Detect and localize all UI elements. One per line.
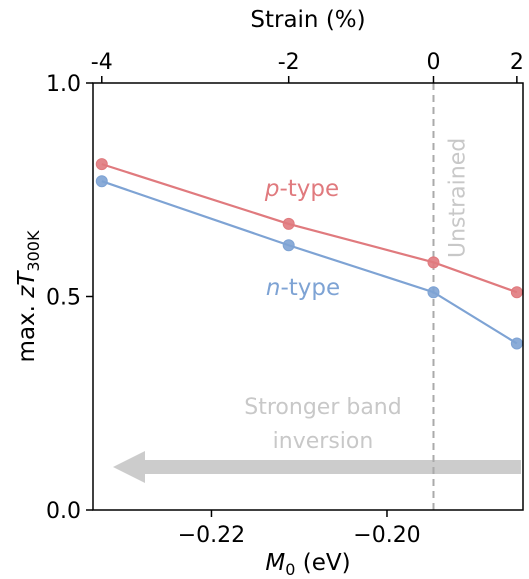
top-x-tick-label: 2 xyxy=(510,50,524,75)
label-background xyxy=(241,395,405,420)
point-p-type-2 xyxy=(427,256,440,269)
y-tick-label: 0.0 xyxy=(46,499,81,524)
series-line-n-type xyxy=(101,180,518,345)
point-p-type-3 xyxy=(510,286,523,299)
point-n-type-0 xyxy=(95,175,108,188)
inversion-arrow-head xyxy=(113,451,145,483)
series-label-p-type: p-type xyxy=(264,176,339,202)
top-x-tick-label: 0 xyxy=(426,50,440,75)
x-axis-title: M0 (eV) xyxy=(265,550,350,579)
top-axis-title: Strain (%) xyxy=(250,7,365,33)
x-tick-label: −0.22 xyxy=(178,523,245,548)
inversion-arrow-shaft xyxy=(140,460,521,474)
top-x-tick-label: -2 xyxy=(278,50,300,75)
point-p-type-1 xyxy=(282,217,295,230)
point-p-type-0 xyxy=(95,158,108,171)
label-background xyxy=(269,429,377,454)
labels-layer: −0.22 −0.20 0.0 0.5 1.0 -4 -2 0 2 Strain (%) M0 (e… xyxy=(14,7,524,579)
y-tick-label: 1.0 xyxy=(46,72,81,97)
x-tick-label: −0.20 xyxy=(353,523,420,548)
point-n-type-3 xyxy=(510,337,523,350)
arrow-label-line2: inversion xyxy=(273,429,374,454)
y-tick-label: 0.5 xyxy=(46,286,81,311)
point-n-type-1 xyxy=(282,239,295,252)
arrow-label-line1: Stronger band xyxy=(244,395,401,420)
point-n-type-2 xyxy=(427,286,440,299)
y-axis-title: max. zT300K xyxy=(14,230,43,362)
series-layer xyxy=(95,158,523,350)
unstrained-label: Unstrained xyxy=(445,138,470,258)
top-x-tick-label: -4 xyxy=(91,50,113,75)
series-line-p-type xyxy=(101,163,518,294)
reference-layer xyxy=(113,83,521,510)
series-label-n-type: n-type xyxy=(266,275,340,301)
axes-layer xyxy=(86,76,524,517)
